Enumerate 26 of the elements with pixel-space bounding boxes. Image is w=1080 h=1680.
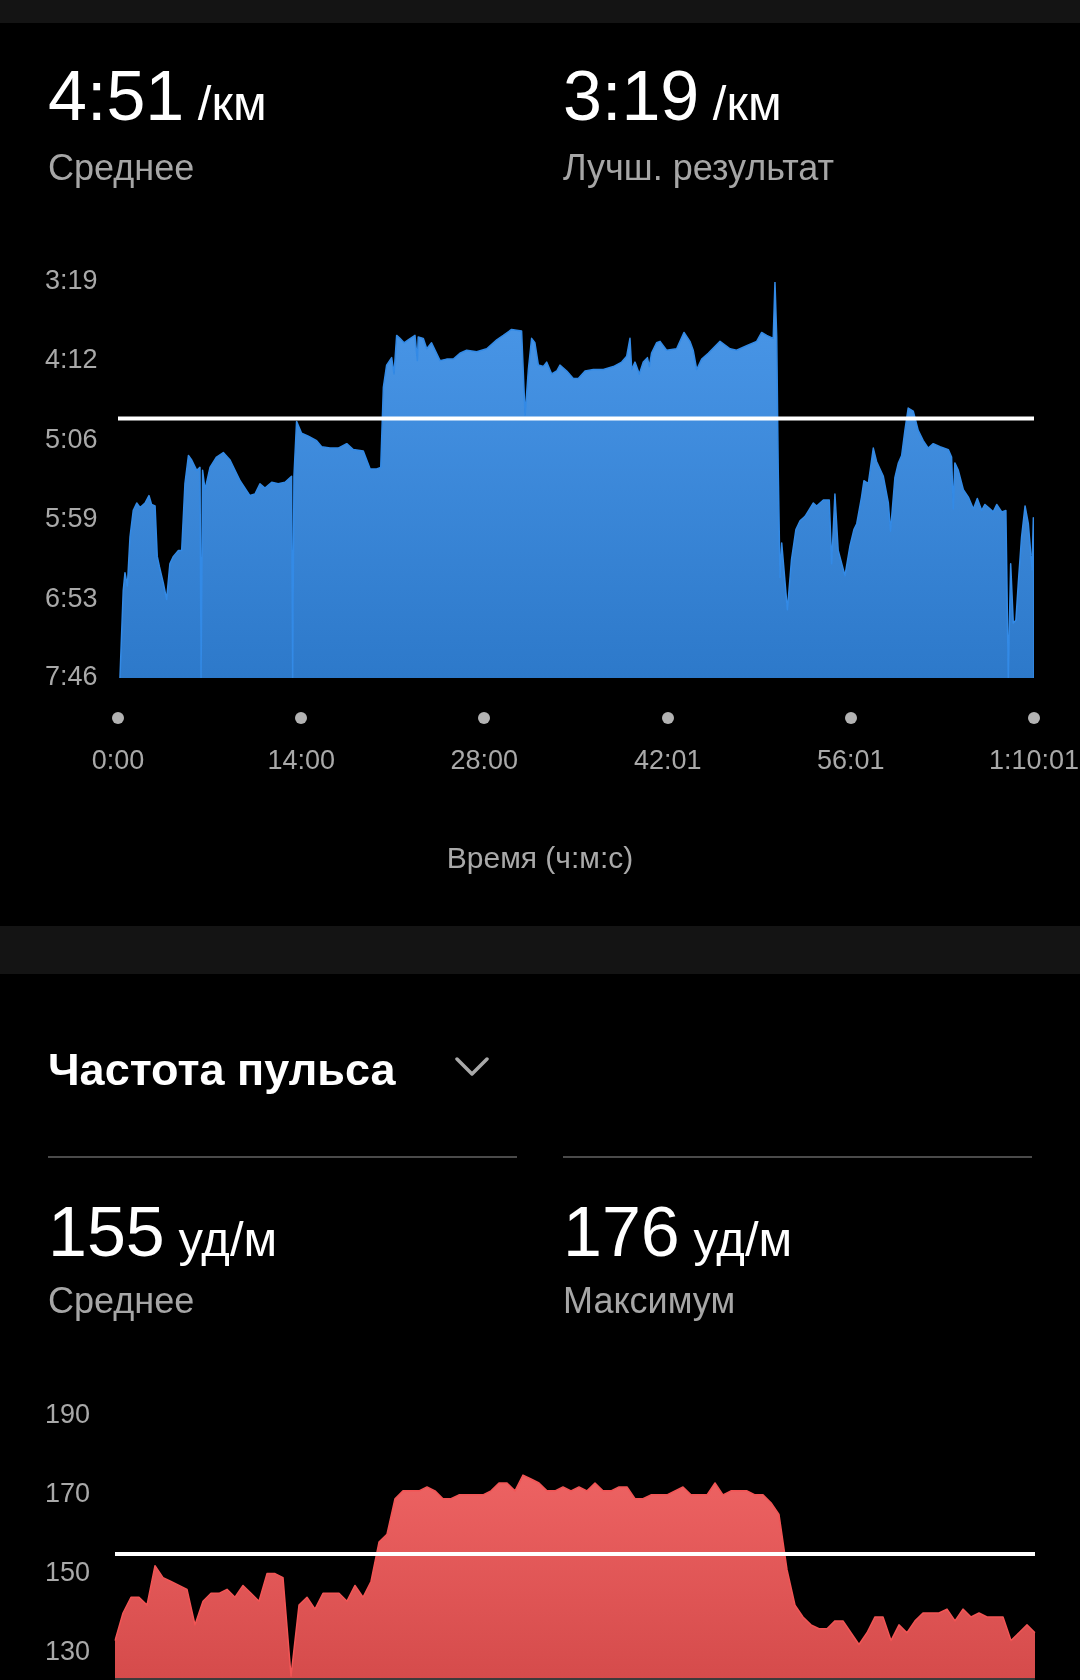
y-tick-label: 5:59 bbox=[45, 502, 98, 533]
y-tick-label: 3:19 bbox=[45, 265, 98, 296]
text: 176 уд/м bbox=[563, 1193, 793, 1271]
text: Среднее bbox=[48, 147, 195, 188]
y-tick-label: 190 bbox=[45, 1399, 91, 1430]
y-tick-label: 4:12 bbox=[45, 344, 98, 375]
y-tick-label: 6:53 bbox=[45, 582, 98, 613]
text: 3:19 /км bbox=[563, 57, 782, 135]
text: 155 уд/м bbox=[48, 1193, 278, 1271]
text: 4:51 /км bbox=[48, 57, 267, 135]
text: Среднее bbox=[48, 1280, 195, 1321]
text: Максимум bbox=[563, 1280, 736, 1321]
y-tick-label: 170 bbox=[45, 1478, 91, 1509]
x-tick-label: 56:01 bbox=[817, 744, 885, 775]
x-axis-title: Время (ч:м:с) bbox=[445, 841, 635, 874]
y-tick-label: 7:46 bbox=[45, 661, 98, 692]
x-tick-label: 14:00 bbox=[267, 744, 335, 775]
x-tick-label: 28:00 bbox=[450, 744, 519, 775]
x-tick-label: 42:01 bbox=[633, 744, 702, 775]
chart-title: Частота пульса bbox=[48, 1044, 396, 1095]
y-tick-label: 130 bbox=[45, 1635, 91, 1666]
x-tick-label: 0:00 bbox=[91, 744, 145, 775]
text: Лучш. результат bbox=[563, 147, 834, 188]
y-tick-label: 5:06 bbox=[45, 424, 98, 455]
x-tick-label: 1:10:01 bbox=[988, 744, 1080, 775]
y-tick-label: 150 bbox=[45, 1557, 91, 1588]
